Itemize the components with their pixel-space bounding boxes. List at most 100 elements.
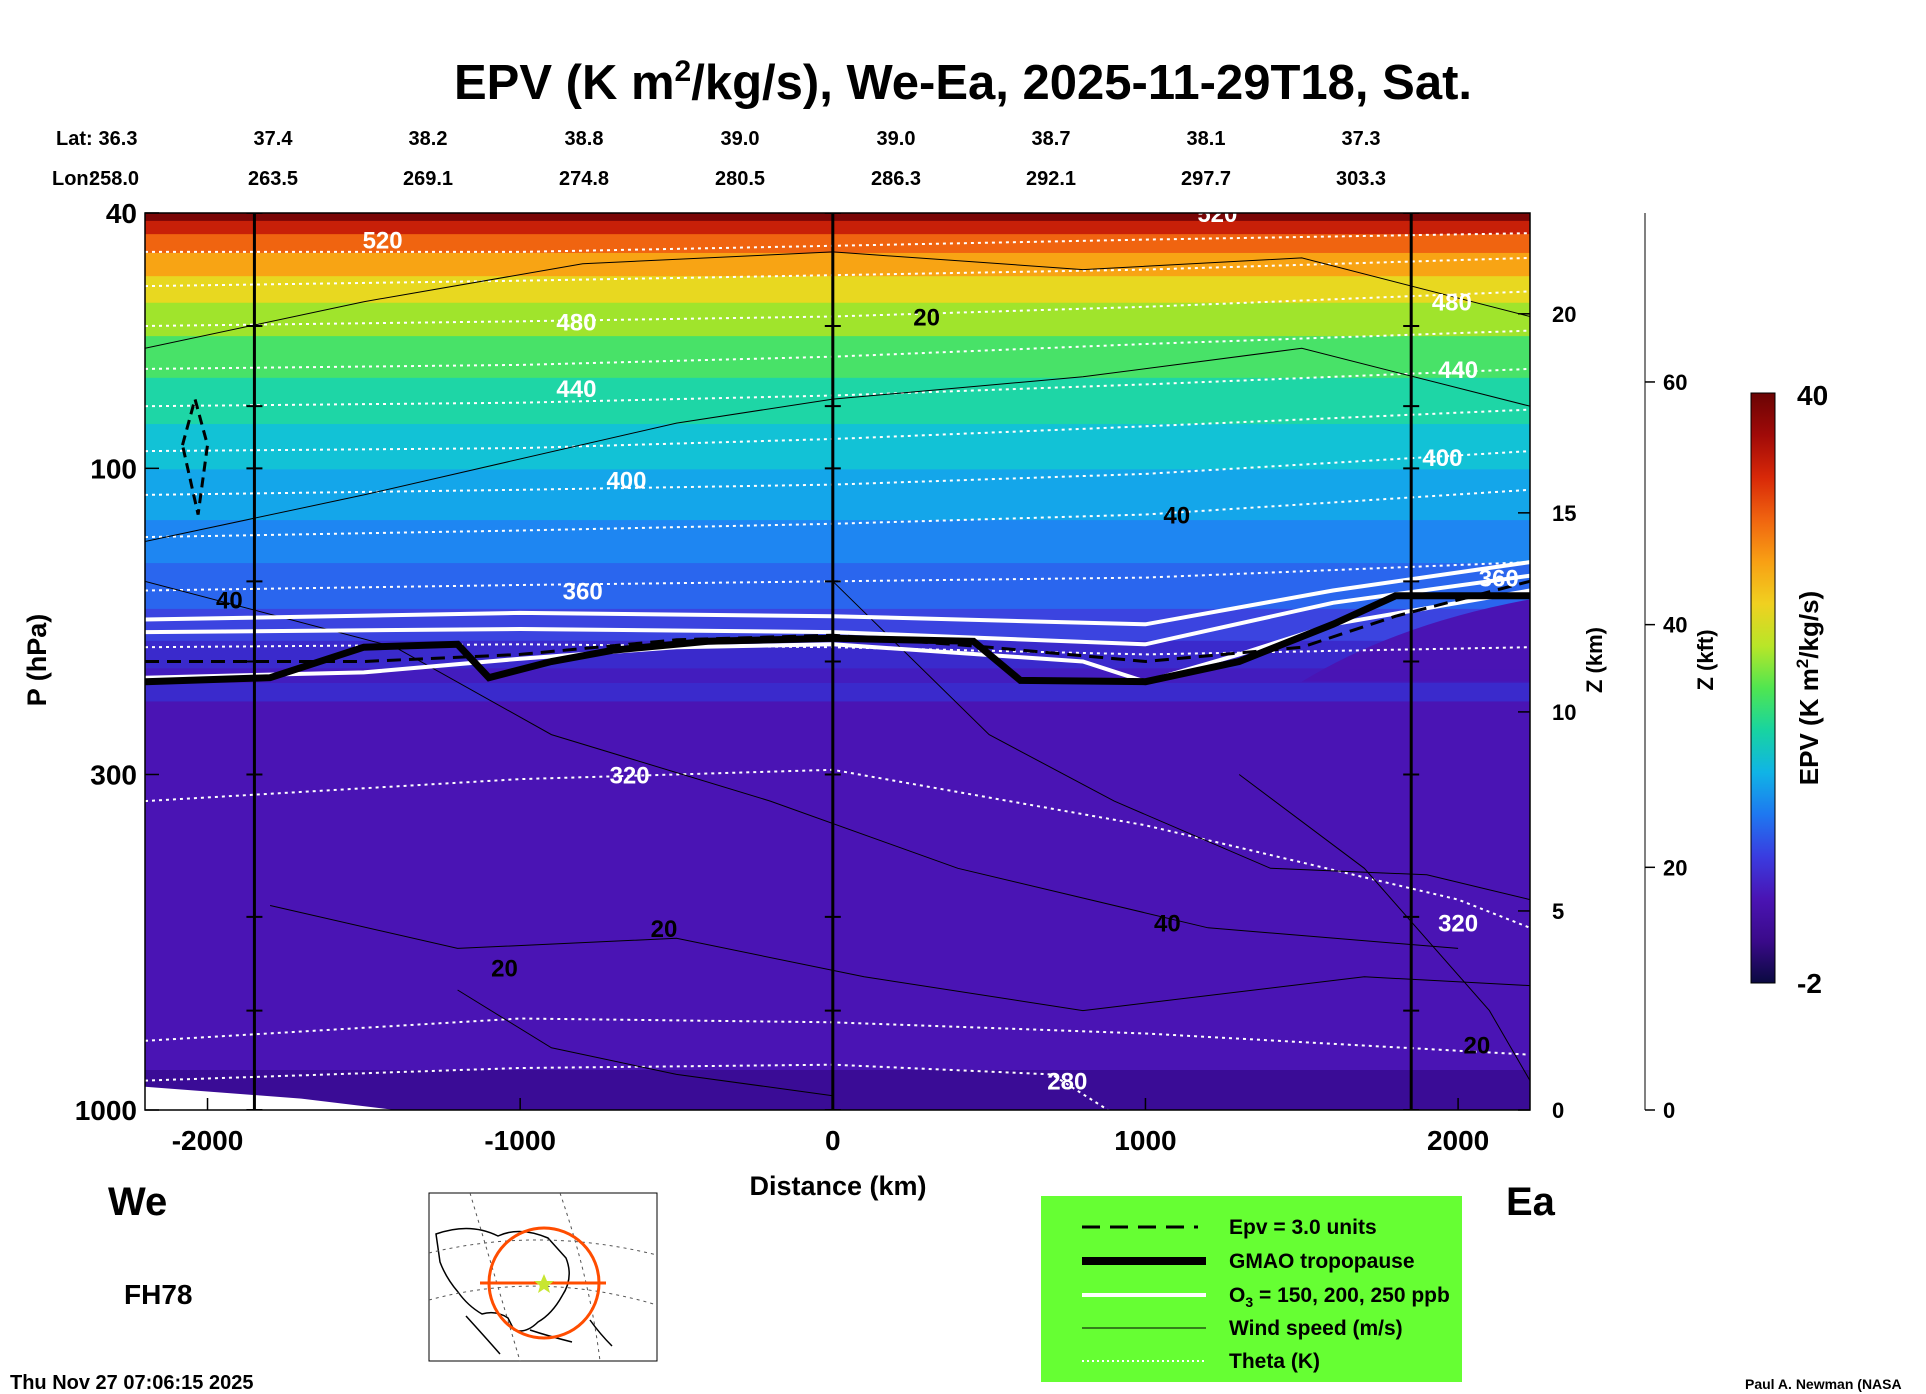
epv-band: [145, 275, 1530, 303]
theta-label: 520: [1197, 201, 1237, 228]
legend-item-tropopause: GMAO tropopause: [1229, 1250, 1415, 1273]
lat-lon-labels: 36.3 37.4 38.2 38.8 39.0 39.0 38.7 38.1 37.3 258.…: [89, 128, 1386, 190]
z-km-tick-label: 0: [1552, 1098, 1564, 1123]
epv-band: [145, 213, 1530, 221]
theta-label: 520: [363, 228, 403, 255]
legend: Epv = 3.0 units GMAO tropopause O3 = 150…: [1041, 1196, 1462, 1382]
tropopause-line: [145, 592, 1530, 686]
epv-band: [145, 251, 1530, 277]
x-tick-label: 0: [825, 1125, 841, 1156]
lon-value: 303.3: [1336, 168, 1386, 190]
lat-value: 37.3: [1342, 128, 1381, 150]
y-tick-label: 1000: [75, 1095, 137, 1126]
legend-item-ozone: O3 = 150, 200, 250 ppb: [1229, 1284, 1450, 1310]
z-km-axis-label: Z (km): [1582, 627, 1607, 693]
z-km-tick-label: 20: [1552, 302, 1576, 327]
lat-value: 39.0: [877, 128, 916, 150]
y-axis-label: P (hPa): [22, 614, 52, 707]
ozone-contour: [145, 560, 1530, 627]
epv-band: [145, 219, 1530, 235]
z-kft-tick-label: 60: [1663, 370, 1687, 395]
lon-value: 258.0: [89, 168, 139, 190]
epv-band: [145, 468, 1530, 521]
lat-value: 38.1: [1187, 128, 1226, 150]
wind-label: 40: [216, 587, 243, 614]
x-tick-label: 1000: [1114, 1125, 1176, 1156]
legend-item-epv: Epv = 3.0 units: [1229, 1216, 1377, 1239]
lat-value: 37.4: [254, 128, 294, 150]
epv-band: [145, 376, 1530, 425]
ozone-contour: [145, 573, 1530, 647]
plot-frame: [144, 212, 1531, 1111]
z-km-axis: 0 5 10 15 20: [1518, 302, 1576, 1123]
theta-label: 400: [1422, 445, 1462, 472]
y-tick-label: 300: [90, 759, 137, 790]
epv-band: [145, 335, 1530, 378]
theta-label: 280: [1047, 1069, 1087, 1096]
y-tick-label: 100: [90, 453, 137, 484]
x-tick-label: -2000: [172, 1125, 244, 1156]
lat-header: Lat:: [56, 128, 93, 150]
credit: Paul A. Newman (NASA: [1745, 1376, 1902, 1392]
epv-band: [145, 1070, 1530, 1110]
theta-label: 440: [556, 376, 596, 403]
wind-label: 20: [491, 956, 518, 983]
z-kft-tick-label: 0: [1663, 1098, 1675, 1123]
x-tick-label: 2000: [1427, 1125, 1489, 1156]
theta-label: 400: [606, 467, 646, 494]
wind-contour: [1238, 774, 1530, 1081]
coastline-south: [465, 1315, 613, 1355]
timestamp: Thu Nov 27 07:06:15 2025: [10, 1372, 253, 1394]
lat-value: 36.3: [99, 128, 138, 150]
epv-band: [145, 301, 1530, 337]
x-axis: -2000 -1000 0 1000 2000: [172, 1098, 1489, 1156]
legend-item-wind: Wind speed (m/s): [1229, 1317, 1403, 1340]
west-label: We: [108, 1180, 167, 1224]
lat-value: 38.8: [565, 128, 604, 150]
legend-item-theta: Theta (K): [1229, 1350, 1320, 1373]
theta-contour: [145, 768, 1530, 929]
forecast-hour: FH78: [124, 1279, 192, 1310]
east-label: Ea: [1506, 1180, 1556, 1224]
wind-label: 40: [1163, 502, 1190, 529]
chart-title: EPV (K m2/kg/s), We-Ea, 2025-11-29T18, S…: [454, 55, 1472, 110]
wind-label: 40: [1154, 910, 1181, 937]
contour-labels: 520 520 480 480 440 440 400 400 360 360 320 320 280 2…: [216, 201, 1519, 1096]
lon-value: 292.1: [1026, 168, 1076, 190]
wind-label: 20: [651, 916, 678, 943]
lat-value: 39.0: [721, 128, 760, 150]
epv-threshold-contour: [145, 579, 1530, 664]
epv-band: [145, 700, 1530, 1110]
y-tick-label: 40: [106, 198, 137, 229]
vertical-reference-lines: [246, 213, 1420, 1110]
z-km-tick-label: 5: [1552, 899, 1564, 924]
wind-label: 20: [1463, 1032, 1490, 1059]
lat-value: 38.2: [409, 128, 448, 150]
colorbar: [1750, 392, 1776, 984]
z-kft-tick-label: 20: [1663, 855, 1687, 880]
lon-value: 280.5: [715, 168, 765, 190]
lon-header: Lon:: [52, 168, 95, 190]
theta-label: 360: [563, 578, 603, 605]
lon-value: 263.5: [248, 168, 298, 190]
colorbar-min-label: -2: [1797, 968, 1822, 999]
x-axis-label: Distance (km): [749, 1171, 926, 1201]
z-kft-tick-label: 40: [1663, 613, 1687, 638]
z-km-tick-label: 15: [1552, 501, 1576, 526]
inset-map: [428, 1192, 658, 1362]
z-km-tick-label: 10: [1552, 700, 1576, 725]
epv-band: [145, 668, 1530, 683]
lon-value: 297.7: [1181, 168, 1231, 190]
epv-band: [1301, 599, 1530, 682]
theta-label: 360: [1479, 566, 1519, 593]
theta-label: 320: [610, 762, 650, 789]
coastline: [435, 1227, 570, 1332]
lat-value: 38.7: [1032, 128, 1071, 150]
epv-band: [145, 423, 1530, 470]
lon-value: 274.8: [559, 168, 609, 190]
y-axis: 40 100 300 1000: [75, 198, 159, 1126]
theta-label: 440: [1438, 357, 1478, 384]
epv-band: [145, 519, 1530, 564]
z-kft-axis: 0 20 40 60: [1644, 213, 1687, 1123]
